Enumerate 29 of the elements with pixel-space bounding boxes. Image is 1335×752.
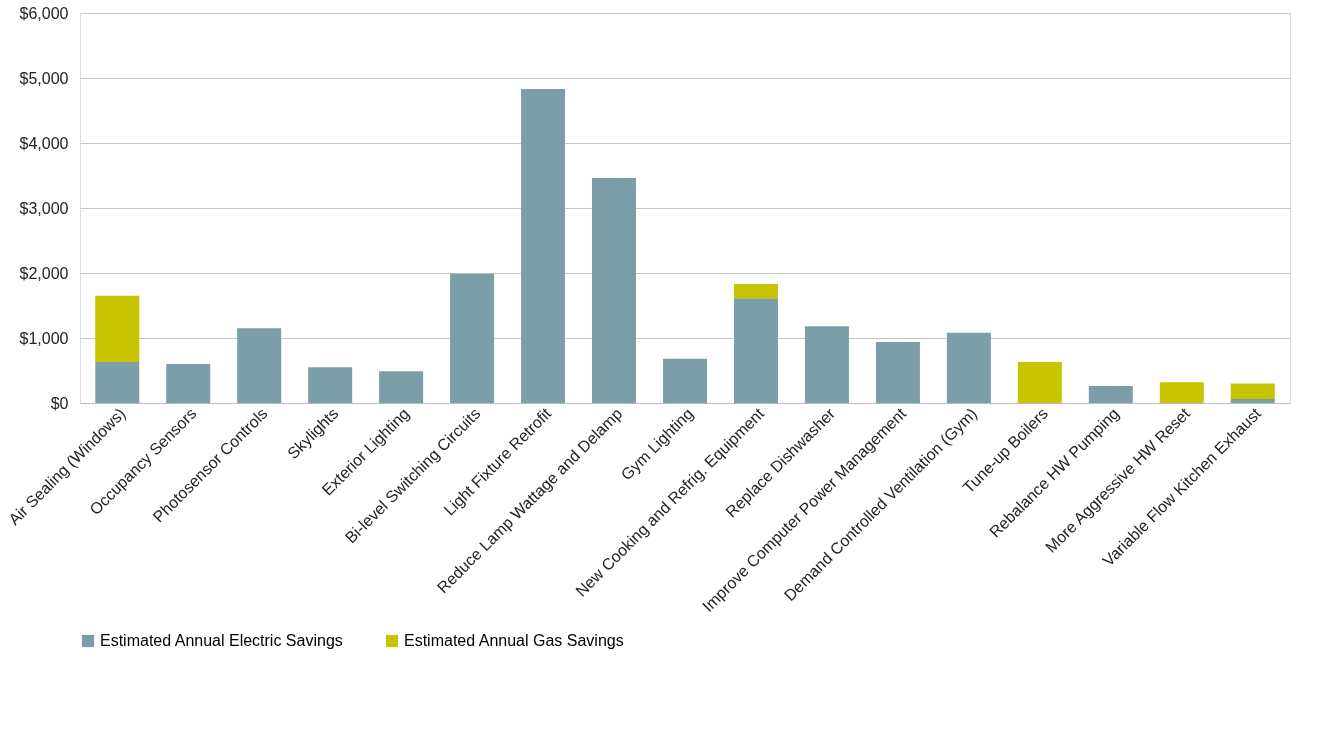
- bar: [733, 284, 778, 299]
- bar: [946, 332, 991, 403]
- y-tick-label: $4,000: [19, 134, 69, 152]
- bar: [875, 341, 920, 403]
- bar: [95, 362, 140, 403]
- bar: [1230, 383, 1275, 400]
- bar: [237, 328, 282, 403]
- y-tick-label: $3,000: [19, 199, 69, 217]
- bar: [663, 358, 707, 403]
- bar: [1017, 362, 1062, 403]
- y-tick-label: $6,000: [19, 4, 69, 22]
- y-tick-label: $0: [50, 394, 69, 412]
- y-tick-label: $2,000: [19, 264, 69, 282]
- legend-label: Estimated Annual Gas Savings: [404, 632, 624, 649]
- bar: [1088, 386, 1133, 403]
- bar: [1159, 382, 1204, 403]
- bar: [450, 273, 495, 403]
- legend-label: Estimated Annual Electric Savings: [100, 632, 343, 649]
- bar: [521, 89, 566, 403]
- y-tick-label: $1,000: [19, 329, 69, 347]
- bar: [804, 326, 849, 403]
- bar: [379, 371, 424, 403]
- y-tick-label: $5,000: [19, 69, 69, 87]
- bar: [733, 298, 778, 403]
- bar: [592, 178, 637, 403]
- bar: [166, 364, 211, 403]
- bar: [95, 295, 140, 363]
- bar: [1230, 399, 1275, 403]
- bar: [308, 367, 353, 403]
